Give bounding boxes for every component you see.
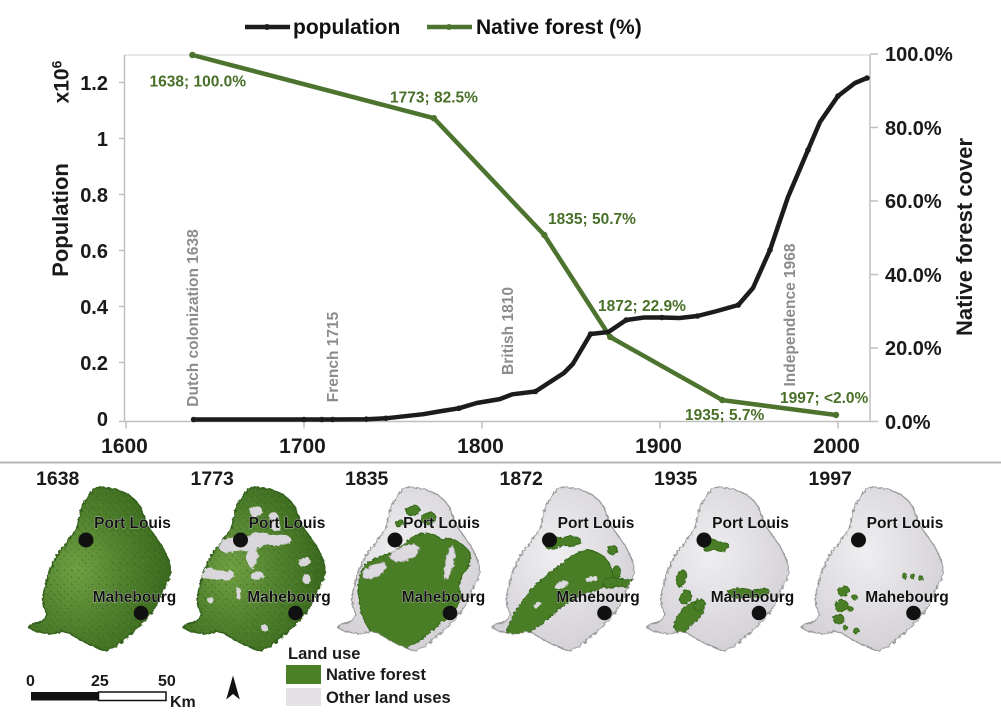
svg-text:40.0%: 40.0% — [885, 265, 942, 287]
svg-text:Port Louis: Port Louis — [712, 515, 789, 532]
svg-text:1600: 1600 — [101, 435, 148, 458]
svg-text:100.0%: 100.0% — [885, 44, 953, 66]
svg-text:Port Louis: Port Louis — [867, 515, 944, 532]
svg-text:Population: Population — [48, 163, 73, 277]
svg-text:Mahebourg: Mahebourg — [711, 589, 795, 606]
svg-text:1900: 1900 — [635, 435, 682, 458]
svg-text:1997: 1997 — [809, 468, 852, 490]
svg-text:Mahebourg: Mahebourg — [247, 589, 331, 606]
svg-text:0: 0 — [26, 673, 35, 690]
svg-text:1773: 1773 — [191, 468, 235, 490]
svg-text:1997; <2.0%: 1997; <2.0% — [780, 390, 869, 407]
svg-text:1835: 1835 — [345, 468, 389, 490]
svg-text:0.4: 0.4 — [80, 297, 109, 319]
svg-text:1872: 1872 — [500, 468, 544, 490]
svg-text:2000: 2000 — [813, 435, 860, 458]
svg-text:1800: 1800 — [457, 435, 504, 458]
svg-text:Native forest (%): Native forest (%) — [476, 16, 642, 39]
svg-text:Dutch colonization 1638: Dutch colonization 1638 — [185, 229, 202, 407]
svg-text:20.0%: 20.0% — [885, 338, 942, 360]
svg-text:Port Louis: Port Louis — [249, 515, 326, 532]
svg-text:French 1715: French 1715 — [325, 311, 342, 402]
svg-text:0.2: 0.2 — [80, 353, 108, 375]
svg-text:1700: 1700 — [279, 435, 326, 458]
svg-text:Port Louis: Port Louis — [558, 515, 635, 532]
svg-text:Km: Km — [170, 694, 196, 711]
svg-text:Port Louis: Port Louis — [403, 515, 480, 532]
svg-text:Mahebourg: Mahebourg — [865, 589, 949, 606]
svg-text:60.0%: 60.0% — [885, 191, 942, 213]
svg-text:Port Louis: Port Louis — [94, 515, 171, 532]
svg-text:Mahebourg: Mahebourg — [402, 589, 486, 606]
svg-text:Independence 1968: Independence 1968 — [782, 243, 799, 386]
svg-text:25: 25 — [91, 673, 109, 690]
svg-text:80.0%: 80.0% — [885, 118, 942, 140]
svg-text:Native forest: Native forest — [326, 666, 426, 684]
svg-text:Land use: Land use — [288, 645, 360, 663]
svg-text:1872; 22.9%: 1872; 22.9% — [598, 298, 686, 315]
svg-text:Other land uses: Other land uses — [326, 689, 451, 707]
svg-text:1935: 1935 — [654, 468, 698, 490]
svg-text:Mahebourg: Mahebourg — [556, 589, 640, 606]
svg-text:x106: x106 — [49, 60, 74, 103]
svg-text:British 1810: British 1810 — [500, 287, 517, 375]
svg-text:0: 0 — [97, 409, 108, 431]
svg-text:Native forest cover: Native forest cover — [952, 138, 977, 337]
svg-text:Mahebourg: Mahebourg — [93, 589, 177, 606]
svg-text:1: 1 — [97, 129, 108, 151]
svg-text:1638: 1638 — [36, 468, 80, 490]
svg-text:1.2: 1.2 — [80, 73, 108, 95]
svg-text:0.6: 0.6 — [80, 241, 108, 263]
svg-text:1835; 50.7%: 1835; 50.7% — [548, 211, 636, 228]
svg-text:50: 50 — [158, 673, 176, 690]
svg-text:population: population — [293, 16, 400, 39]
svg-text:0.0%: 0.0% — [885, 412, 931, 434]
svg-text:1638; 100.0%: 1638; 100.0% — [150, 74, 247, 91]
svg-text:1935; 5.7%: 1935; 5.7% — [685, 407, 764, 424]
svg-text:1773; 82.5%: 1773; 82.5% — [390, 89, 478, 106]
svg-text:0.8: 0.8 — [80, 185, 108, 207]
